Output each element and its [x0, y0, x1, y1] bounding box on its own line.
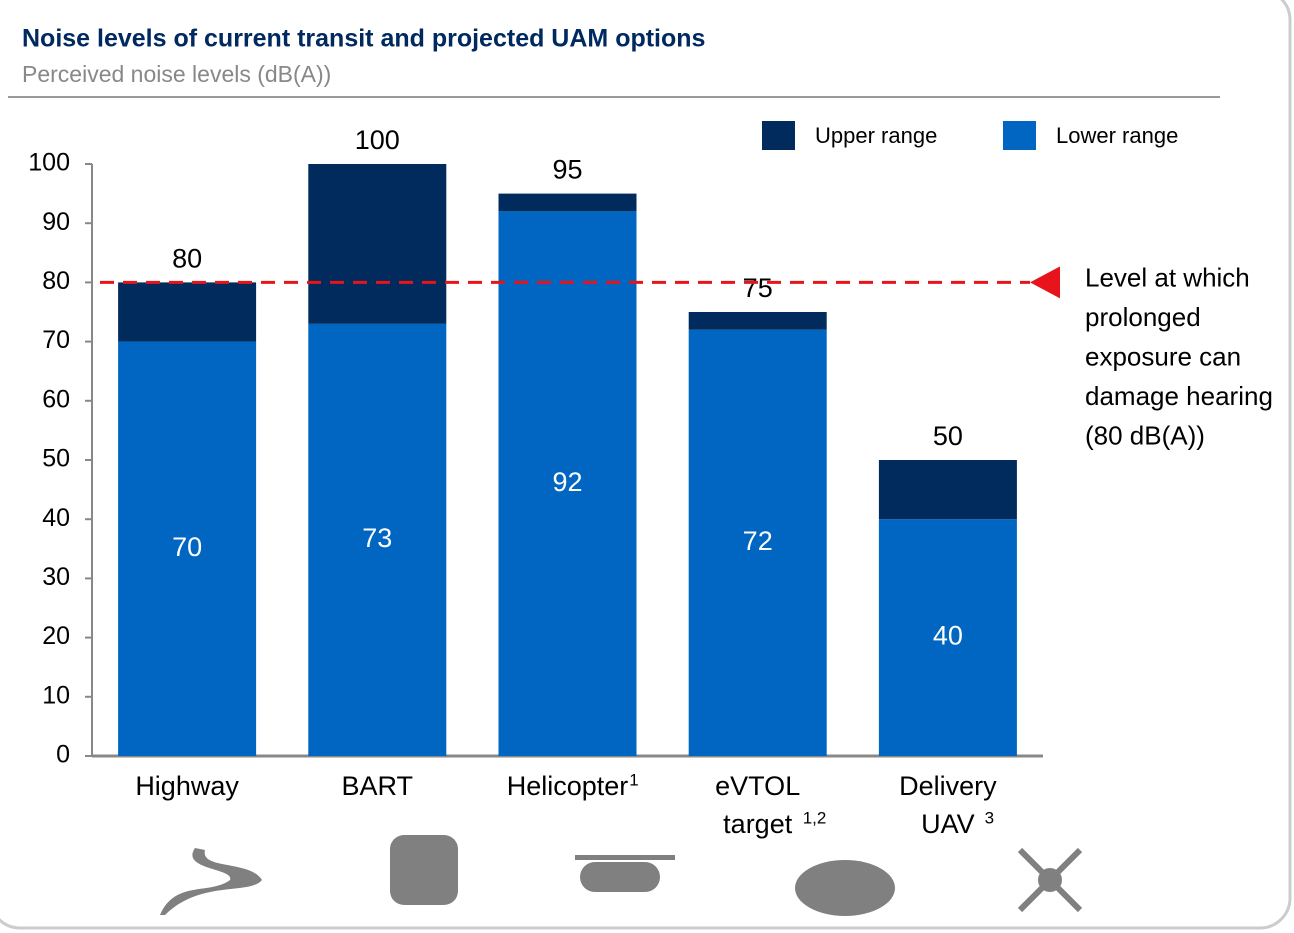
drone-body — [1038, 868, 1062, 892]
footnote-marker: 3 — [985, 809, 994, 828]
bar-segment — [878, 460, 1017, 520]
x-tick-label: Delivery — [899, 771, 997, 801]
legend-swatch — [1003, 121, 1036, 150]
bar-segment — [688, 329, 827, 756]
x-tick-label: Highway — [135, 771, 239, 801]
annotation: Level at which — [1085, 262, 1250, 292]
y-tick-label: 20 — [42, 622, 70, 650]
y-tick-label: 60 — [42, 385, 70, 413]
icons — [160, 835, 1083, 916]
bar-segment — [878, 519, 1017, 756]
y-tick-label: 30 — [42, 563, 70, 591]
total-label: 50 — [933, 421, 963, 451]
bar-segment — [118, 282, 257, 342]
y-tick-label: 100 — [28, 149, 70, 177]
total-label: 75 — [743, 273, 773, 303]
y-tick-label: 10 — [42, 681, 70, 709]
helicopter-icon — [580, 862, 660, 892]
y-tick-label: 40 — [42, 504, 70, 532]
car-icon — [795, 860, 895, 916]
total-label: 95 — [552, 155, 582, 185]
train-icon — [390, 835, 458, 905]
annotation: prolonged — [1085, 302, 1201, 332]
y-tick-label: 80 — [42, 267, 70, 295]
legend-label: Lower range — [1056, 123, 1178, 148]
annotation: (80 dB(A)) — [1085, 420, 1205, 450]
x-tick-label: UAV — [921, 809, 975, 839]
footnote-marker: 1 — [629, 771, 638, 790]
total-label: 100 — [355, 125, 400, 155]
x-tick-label: eVTOL — [715, 771, 800, 801]
y-tick-label: 0 — [56, 741, 70, 769]
annotation: damage hearing — [1085, 381, 1273, 411]
total-label: 80 — [172, 244, 202, 274]
y-tick-label: 90 — [42, 208, 70, 236]
x-tick-label: Helicopter — [507, 771, 629, 801]
bar-segment — [498, 211, 637, 757]
footnote-marker: 1,2 — [803, 809, 827, 828]
value-label: 72 — [743, 526, 773, 556]
annotation: exposure can — [1085, 341, 1241, 371]
legend-swatch — [762, 121, 795, 150]
bar-segment — [498, 193, 637, 212]
bar-segment — [688, 312, 827, 330]
value-label: 70 — [172, 532, 202, 562]
chart-subtitle: Perceived noise levels (dB(A)) — [22, 61, 331, 87]
x-tick-label: target — [723, 809, 793, 839]
chart-title: Noise levels of current transit and proj… — [22, 25, 705, 53]
value-label: 40 — [933, 621, 963, 651]
helicopter-rotor — [575, 855, 675, 860]
value-label: 92 — [552, 467, 582, 497]
bar-segment — [308, 323, 447, 756]
road-icon — [160, 848, 262, 915]
bar-segment — [118, 341, 257, 756]
x-tick-label: BART — [342, 771, 414, 801]
y-tick-label: 50 — [42, 445, 70, 473]
bar-segment — [308, 164, 447, 324]
value-label: 73 — [362, 523, 392, 553]
reference-arrow — [1030, 266, 1060, 299]
legend-label: Upper range — [815, 123, 937, 148]
y-tick-label: 70 — [42, 326, 70, 354]
